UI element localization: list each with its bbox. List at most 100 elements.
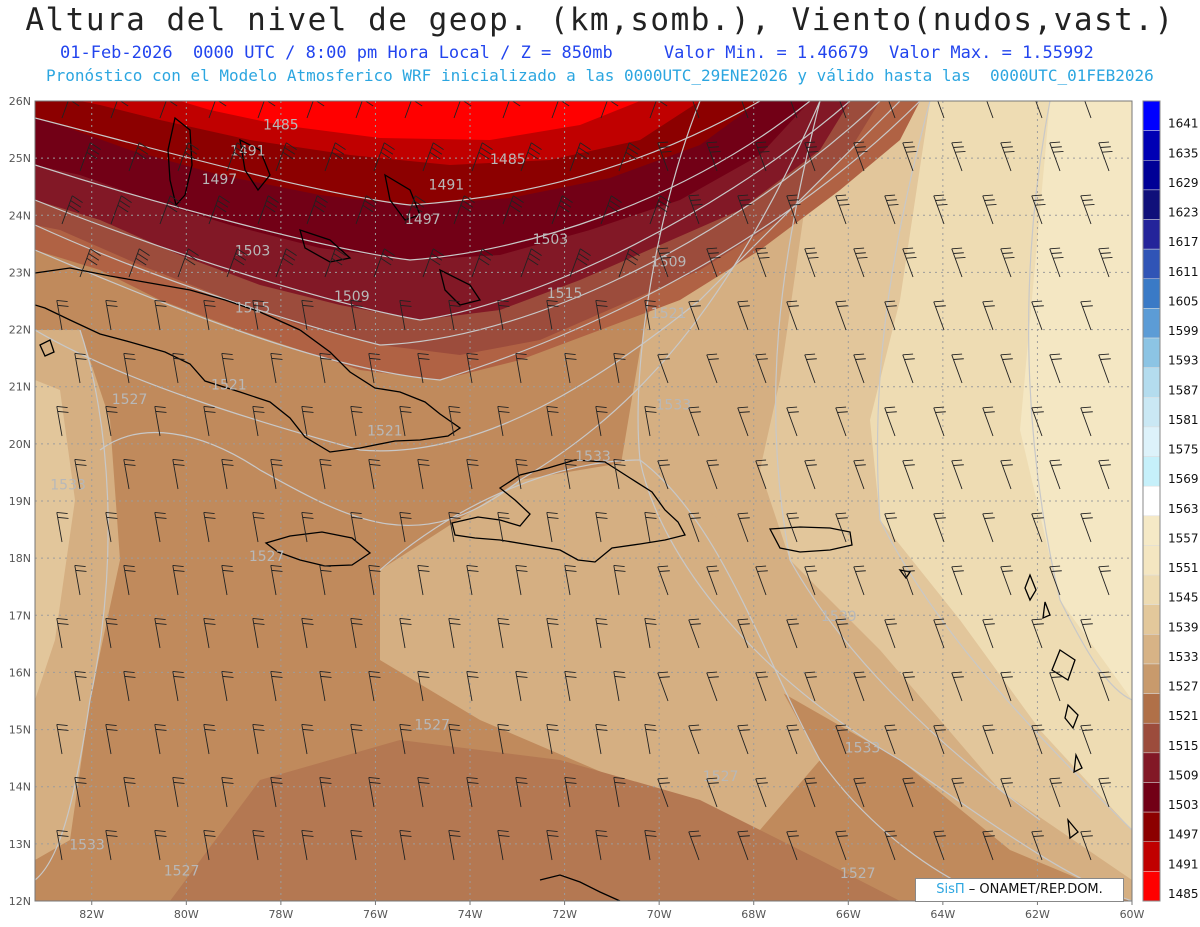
wind-barb [154,406,167,437]
hispaniola-coast [451,459,686,563]
wind-barb [257,195,279,225]
wind-barb [951,777,964,808]
legend-label: 1491 [1168,857,1199,871]
wind-barb [453,101,474,119]
wind-barb [706,777,719,808]
wind-barb [902,247,917,278]
wind-barb [203,618,216,649]
wind-barb [515,777,528,808]
longitude-label: 72W [552,908,577,921]
legend-swatch [1142,456,1161,487]
wind-barb [203,406,216,437]
wind-barb [154,724,167,755]
latitude-label: 20N [9,438,31,451]
wind-barb [110,101,131,119]
legend-swatch [1142,337,1161,368]
longitude-label: 60W [1120,908,1145,921]
legend-label: 1497 [1168,828,1199,842]
wind-barb [706,247,721,278]
wind-barb [1049,565,1062,596]
wind-barb [203,300,216,331]
latitude-label: 12N [9,895,31,908]
legend-swatch [1142,160,1161,191]
wind-barb [123,353,136,384]
wind-barb [835,618,848,649]
wind-barb [933,724,946,755]
legend-swatch [1142,189,1161,220]
wind-barb [933,512,946,543]
wind-barb [1098,777,1111,808]
wind-barb [56,512,69,543]
wind-barb [448,724,461,755]
wind-barb [61,195,83,225]
wind-barb [804,141,819,172]
wind-barb [368,565,381,596]
legend-label: 1509 [1168,768,1199,782]
wind-barb [982,618,995,649]
wind-barb [835,194,850,225]
wind-barb [154,300,167,331]
wind-barb [786,618,799,649]
wind-barb [884,724,897,755]
wind-barb [884,194,899,225]
wind-barb [1031,512,1044,543]
legend-swatch [1142,604,1161,635]
wind-barb [208,195,230,225]
wind-barb [399,618,412,649]
wind-barb [74,777,87,808]
wind-barb [755,141,770,172]
wind-barb [252,512,265,543]
wind-barb [471,142,493,172]
wind-barb [324,142,346,172]
wind-barb [319,353,332,384]
wind-barb [564,353,577,384]
latitude-label: 16N [9,666,31,679]
wind-barb [644,830,657,861]
legend-swatch [1142,693,1161,724]
wind-barbs [56,101,1113,861]
wind-barb [933,300,946,331]
wind-barb [884,300,897,331]
legend-label: 1485 [1168,887,1199,901]
wind-barb [613,565,626,596]
wind-barb [546,512,559,543]
wind-barb [221,565,234,596]
legend-swatch [1142,574,1161,605]
wind-barb [154,618,167,649]
wind-barb [982,406,995,437]
wind-barb [56,618,69,649]
wind-barb [688,724,701,755]
wind-barb [595,618,608,649]
longitude-label: 70W [647,908,672,921]
wind-barb [515,353,528,384]
wind-barb [902,141,917,172]
wind-barb [755,353,768,384]
wind-barb [613,777,626,808]
wind-barb [515,565,528,596]
wind-barb [301,618,314,649]
wind-barb [853,777,866,808]
wind-barb [804,671,817,702]
wind-barb [982,512,995,543]
wind-barb [688,618,701,649]
contour-label: 1497 [405,212,441,228]
wind-barb [471,248,493,278]
wind-barb [786,724,799,755]
legend-label: 1551 [1168,561,1199,575]
wind-barb [301,406,314,437]
wind-barb [613,671,626,702]
wind-barb [1080,300,1093,331]
wind-barb [706,565,719,596]
wind-barb [172,565,185,596]
cuba-coast [35,267,462,453]
wind-barb [399,724,412,755]
wind-barb [786,830,799,861]
wind-barb [177,142,199,172]
wind-barb [319,459,332,490]
wind-barb [804,353,817,384]
wind-barb [1031,406,1044,437]
wind-barb [1049,247,1064,278]
contour-label: 1527 [249,549,285,565]
wind-barb [737,830,750,861]
wind-barb [79,248,101,278]
